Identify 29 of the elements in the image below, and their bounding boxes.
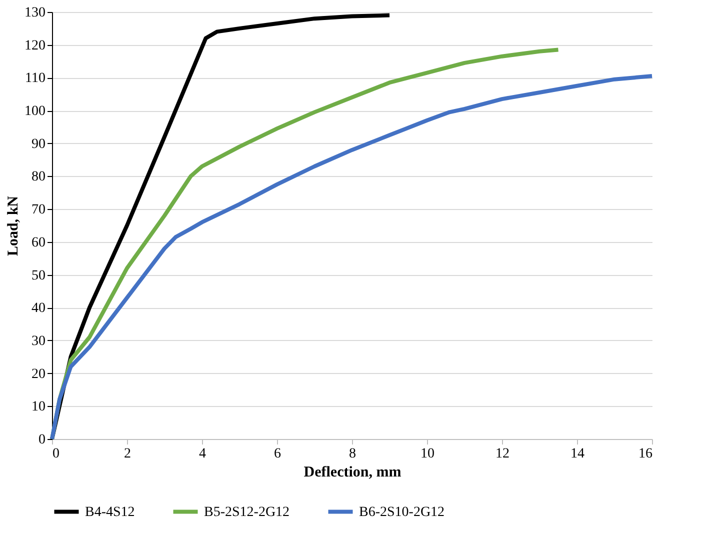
y-tick-label: 20 [32, 366, 46, 382]
y-tick-label: 110 [25, 71, 46, 86]
y-tick-label: 90 [32, 136, 46, 152]
x-tick-label: 4 [199, 446, 206, 462]
x-tick-label: 12 [496, 446, 510, 462]
y-tick-label: 10 [32, 400, 46, 415]
y-tick-label: 120 [24, 38, 46, 54]
y-tick-label: 70 [32, 202, 46, 218]
y-tick-label: 40 [32, 301, 46, 316]
x-tick-label: 10 [420, 446, 434, 462]
x-tick-label: 8 [349, 446, 356, 462]
y-tick-label: 130 [24, 6, 46, 20]
x-tick-label: 16 [638, 446, 652, 462]
x-tick-label: 2 [124, 446, 131, 462]
y-tick-label: 0 [38, 432, 46, 448]
y-tick-label: 60 [32, 235, 46, 250]
y-tick-label: 100 [24, 104, 46, 120]
y-tick-label: 50 [32, 268, 46, 284]
x-tick-label: 0 [52, 446, 60, 462]
x-tick-label: 6 [274, 446, 281, 462]
x-tick-label: 14 [570, 446, 584, 462]
y-tick-label: 80 [32, 170, 46, 185]
line-series [50, 74, 654, 441]
y-axis-title: Load, kN [6, 196, 22, 256]
legend-label: B5-2S12-2G12 [204, 504, 290, 520]
legend-label: B6-2S10-2G12 [359, 504, 445, 520]
legend-label: B4-4S12 [85, 504, 135, 520]
x-axis-title: Deflection, mm [304, 464, 402, 480]
y-tick-label: 30 [32, 334, 46, 349]
